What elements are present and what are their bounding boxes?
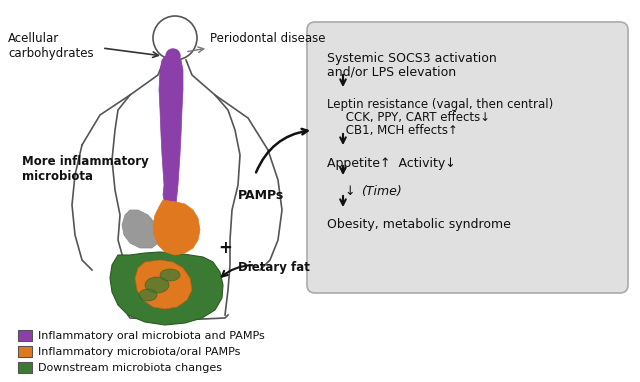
- Text: CB1, MCH effects↑: CB1, MCH effects↑: [327, 124, 458, 137]
- Text: PAMPs: PAMPs: [238, 188, 284, 201]
- Text: More inflammatory
microbiota: More inflammatory microbiota: [22, 155, 148, 183]
- Text: CCK, PPY, CART effects↓: CCK, PPY, CART effects↓: [327, 111, 490, 124]
- Ellipse shape: [160, 269, 180, 281]
- Text: Downstream microbiota changes: Downstream microbiota changes: [38, 363, 222, 373]
- Polygon shape: [153, 200, 200, 255]
- FancyBboxPatch shape: [18, 362, 32, 373]
- FancyBboxPatch shape: [307, 22, 628, 293]
- Text: Systemic SOCS3 activation: Systemic SOCS3 activation: [327, 52, 497, 65]
- Text: Dietary fat: Dietary fat: [238, 262, 310, 275]
- Text: Obesity, metabolic syndrome: Obesity, metabolic syndrome: [327, 218, 511, 231]
- Text: Leptin resistance (vagal, then central): Leptin resistance (vagal, then central): [327, 98, 553, 111]
- Text: and/or LPS elevation: and/or LPS elevation: [327, 65, 456, 78]
- Polygon shape: [122, 210, 158, 248]
- Text: ↓: ↓: [345, 185, 364, 198]
- Polygon shape: [110, 252, 223, 325]
- Circle shape: [166, 49, 180, 63]
- Text: Inflammatory oral microbiota and PAMPs: Inflammatory oral microbiota and PAMPs: [38, 331, 265, 341]
- Polygon shape: [135, 260, 192, 309]
- Ellipse shape: [139, 289, 157, 301]
- Text: Appetite↑  Activity↓: Appetite↑ Activity↓: [327, 157, 456, 170]
- Text: Periodontal disease: Periodontal disease: [210, 31, 326, 44]
- Ellipse shape: [145, 277, 169, 293]
- Polygon shape: [159, 56, 183, 205]
- Text: Acellular
carbohydrates: Acellular carbohydrates: [8, 32, 93, 60]
- Text: Inflammatory microbiota/oral PAMPs: Inflammatory microbiota/oral PAMPs: [38, 347, 241, 357]
- Text: +: +: [218, 239, 232, 257]
- Text: (Time): (Time): [361, 185, 402, 198]
- FancyBboxPatch shape: [18, 346, 32, 357]
- FancyBboxPatch shape: [18, 330, 32, 341]
